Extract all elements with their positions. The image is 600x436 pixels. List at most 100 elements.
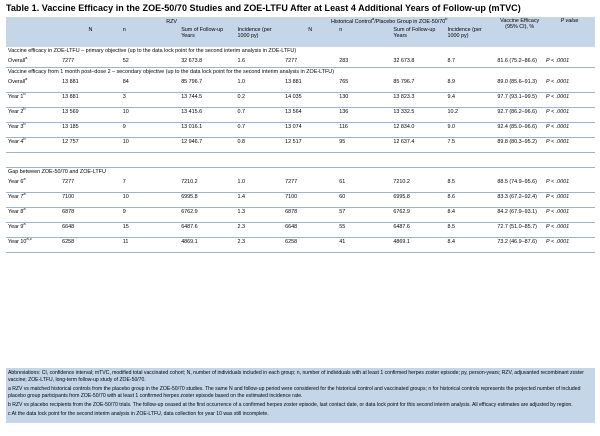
row-label: Year 7a: [6, 192, 60, 208]
header-vaccine-efficacy: Vaccine Efficacy (95% CI), %: [495, 17, 545, 47]
table-row: Overalla 7277 52 32 673.8 1.6 7277 283 3…: [6, 56, 595, 68]
row-label-text: Year 2: [8, 109, 24, 115]
header-spacer: [6, 17, 61, 26]
cell: P < .0001: [546, 79, 570, 85]
cell: 14 035: [285, 94, 302, 100]
table-row: Overalla 13 881 84 85 796.7 1.0 13 881 7…: [6, 76, 595, 93]
row-label-text: Year 6: [8, 179, 24, 185]
col-placebo-n-cases: n: [337, 26, 392, 47]
row-label-text: Overall: [8, 79, 26, 85]
cell: 6487.6: [181, 224, 198, 230]
cell: 95: [339, 139, 346, 145]
cell: [337, 153, 391, 168]
col-rzv-n-total: N: [60, 26, 121, 47]
cell: P < .0001: [546, 224, 570, 230]
cell: P < .0001: [546, 139, 570, 145]
table-row: Year 4b 12 757 10 12 946.7 0.8 12 517 95…: [6, 137, 595, 153]
cell: 8.4: [447, 239, 456, 245]
cell: 6995.8: [393, 194, 410, 200]
row-label-sup: b: [23, 106, 26, 112]
header-group-placebo: Historical Controla/Placebo Group in ZOE…: [283, 16, 496, 26]
cell: 10: [122, 194, 129, 200]
row-label: Overalla: [6, 56, 60, 68]
cell: 6258: [62, 239, 75, 245]
cell: 7100: [62, 194, 75, 200]
cell: 0.8: [237, 139, 245, 145]
cell: 765: [339, 79, 349, 85]
efficacy-table: RZV Historical Controla/Placebo Group in…: [6, 17, 595, 253]
cell: 7.5: [447, 139, 456, 145]
header-group-placebo-sup: a: [372, 16, 375, 22]
header-row-label: [6, 26, 61, 47]
cell: 8.5: [447, 224, 456, 230]
cell: [283, 153, 337, 168]
row-label-sup: a: [23, 176, 26, 182]
cell: 6878: [62, 209, 75, 215]
cell: 13 569: [62, 109, 79, 115]
cell: 92.4 (85.0–96.6): [497, 124, 537, 130]
cell: [60, 153, 121, 168]
cell: 13 564: [285, 109, 302, 115]
cell: 13 185: [62, 124, 79, 130]
cell: 13 744.5: [181, 94, 203, 100]
cell: 41: [339, 239, 346, 245]
col-placebo-n-total: N: [283, 26, 338, 47]
footnote-a: a RZV vs matched historical controls fro…: [8, 386, 581, 400]
cell: P < .0001: [546, 124, 570, 130]
table-title: Table 1. Vaccine Efficacy in the ZOE-50/…: [6, 3, 521, 13]
row-label-sup: a: [25, 76, 28, 82]
cell: 7210.2: [393, 179, 410, 185]
row-label-text: Overall: [8, 58, 26, 64]
cell: 9.4: [447, 94, 456, 100]
table-row: Year 10a,c 6258 11 4869.1 2.3 6258 41 48…: [6, 237, 595, 253]
cell: 8.6: [447, 194, 456, 200]
cell: P < .0001: [546, 109, 570, 115]
cell: 8.9: [447, 79, 456, 85]
cell: 1.0: [237, 79, 245, 85]
col-rzv-n-cases: n: [120, 26, 180, 47]
footnote-abbreviations: Abbreviations: CI, confidence interval; …: [8, 370, 584, 384]
cell: P < .0001: [546, 179, 570, 185]
cell: 32 673.8: [393, 58, 415, 64]
cell: 85 796.7: [181, 79, 203, 85]
cell: 7: [122, 179, 126, 185]
cell: 85 796.7: [393, 79, 415, 85]
section-header-row: Gap between ZOE-50/70 and ZOE-LTFU: [6, 168, 595, 179]
cell: 1.0: [237, 179, 245, 185]
table-row: Year 2b 13 569 10 13 415.6 0.7 13 564 13…: [6, 106, 595, 123]
cell: 32 673.8: [181, 58, 203, 64]
row-label: Year 10a,c: [6, 237, 60, 253]
cell: 83.3 (67.2–92.4): [497, 194, 537, 200]
row-label-text: Year 7: [8, 194, 24, 200]
section-label: Vaccine efficacy in ZOE-LTFU – primary o…: [8, 48, 297, 54]
cell: P < .0001: [546, 58, 570, 64]
cell: 8.5: [447, 179, 456, 185]
cell: 10: [122, 139, 129, 145]
cell: 0.7: [237, 109, 245, 115]
cell: 8.4: [447, 209, 456, 215]
cell: [544, 153, 595, 168]
cell: 9: [122, 124, 126, 130]
cell: 12 834.0: [393, 124, 415, 130]
cell: 89.0 (85.6–91.3): [497, 79, 537, 85]
header-group-rzv: RZV: [60, 17, 284, 26]
row-label: Year 8a: [6, 207, 60, 223]
cell: 1.6: [237, 58, 245, 64]
cell: 283: [339, 58, 349, 64]
cell: 4869.1: [393, 239, 410, 245]
cell: P < .0001: [546, 239, 570, 245]
cell: 6762.9: [393, 209, 410, 215]
cell: 6648: [62, 224, 75, 230]
row-label: Year 9a: [6, 222, 60, 238]
table-row: Year 8a 6878 9 6762.9 1.3 6878 57 6762.9…: [6, 207, 595, 223]
row-label-text: Year 1: [8, 94, 24, 100]
cell: 7277: [285, 58, 298, 64]
cell: 1.4: [237, 194, 245, 200]
row-label: Year 3b: [6, 122, 60, 138]
cell: 13 881: [285, 79, 302, 85]
row-label-text: Year 8: [8, 209, 24, 215]
cell: 9: [122, 209, 126, 215]
cell: 6878: [285, 209, 298, 215]
col-placebo-followup: Sum of Follow-up Years: [391, 26, 446, 47]
cell: 11: [122, 239, 129, 245]
